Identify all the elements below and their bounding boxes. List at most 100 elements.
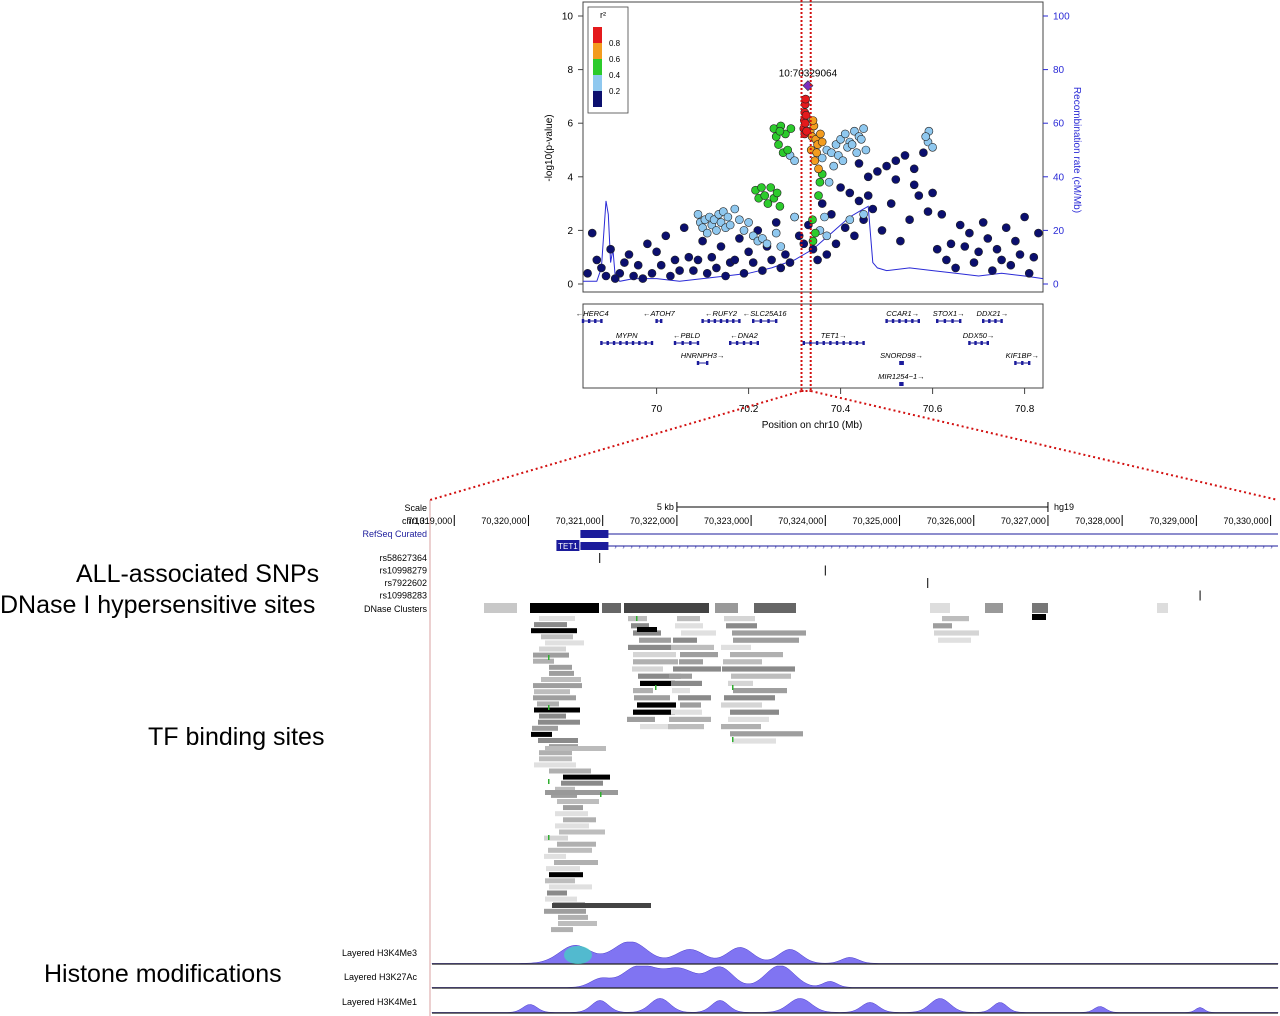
tf-site <box>680 702 701 708</box>
tf-site <box>728 716 769 722</box>
legend-label: 0.4 <box>609 71 621 80</box>
ruler-label: 70,330,000 <box>1224 516 1269 526</box>
strand-arrow: › <box>686 544 689 551</box>
strand-arrow: › <box>1190 544 1193 551</box>
data-point <box>763 199 773 208</box>
data-point <box>633 260 643 270</box>
data-point <box>814 191 823 200</box>
tf-site <box>559 829 605 835</box>
data-point <box>886 199 896 208</box>
tf-site <box>628 644 671 650</box>
snp-track: rs58627364 rs10998279 rs7922602 rs10998283 <box>379 553 1201 601</box>
tf-site <box>549 872 583 878</box>
data-point <box>739 268 749 278</box>
tf-site <box>539 616 575 621</box>
gene-exon <box>625 341 628 345</box>
data-point <box>744 218 753 227</box>
tf-site <box>938 637 971 643</box>
legend-label: 0.2 <box>609 87 621 96</box>
y-tick-label: 2 <box>567 226 573 237</box>
tf-motif-mark <box>548 779 550 784</box>
data-point <box>856 135 866 144</box>
y-right-tick-label: 60 <box>1053 119 1065 130</box>
data-point <box>776 263 786 273</box>
tf-site <box>634 695 670 701</box>
data-point <box>707 252 717 262</box>
tf-site <box>633 688 653 694</box>
gene-exon <box>936 319 939 323</box>
histone-signal <box>431 998 1279 1014</box>
strand-arrow: › <box>990 544 993 551</box>
data-point <box>955 220 965 230</box>
tf-motif-mark <box>548 705 550 710</box>
position-ruler: 70,319,000 70,320,000 70,321,000 70,322,000… <box>407 515 1272 526</box>
gene-label: CCAR1→ <box>886 309 919 318</box>
data-point <box>790 156 799 165</box>
tf-site <box>732 738 776 744</box>
strand-arrow: › <box>678 544 681 551</box>
tf-site <box>558 921 597 926</box>
x-axis-label: Position on chr10 (Mb) <box>762 420 863 431</box>
data-point <box>638 274 648 283</box>
zoom-connector <box>429 0 1279 501</box>
data-point <box>661 231 671 241</box>
gene-label: ←SLC25A16 <box>743 309 788 318</box>
tf-site <box>561 780 603 786</box>
strand-arrow: › <box>718 544 721 551</box>
data-point <box>891 175 901 184</box>
strand-arrow: › <box>1014 544 1017 551</box>
tf-site <box>673 666 721 672</box>
gene-exon <box>738 319 741 323</box>
gene-exon <box>943 319 947 323</box>
tf-site <box>721 702 762 708</box>
strand-arrow: › <box>1262 544 1265 551</box>
data-point <box>859 124 868 133</box>
gene-exon <box>707 319 710 323</box>
refseq-track: TET1 › › › › › › › › › › › › › › › › › › › › › › › › › › › › › › › › › › › ›… <box>556 530 1278 551</box>
strand-arrow: › <box>894 544 897 551</box>
gene-exon <box>713 319 717 323</box>
tf-site <box>724 616 755 622</box>
data-point <box>946 239 956 249</box>
strand-arrow: › <box>1134 544 1137 551</box>
locus-plot: 0 2 4 6 8 10 0 20 40 60 80 100 -log10(p-value) Rec… <box>544 1 1082 431</box>
gene-label: ←ATOH7 <box>643 309 676 318</box>
gene-exon <box>974 341 977 345</box>
data-point <box>840 223 850 232</box>
strand-arrow: › <box>1062 544 1065 551</box>
gene-exon <box>756 341 759 345</box>
data-point <box>824 177 834 187</box>
y-axis-left: 0 2 4 6 8 10 <box>562 12 583 291</box>
legend-swatch <box>593 27 602 43</box>
strand-arrow: › <box>1166 544 1169 551</box>
strand-arrow: › <box>806 544 809 551</box>
data-point <box>829 161 839 171</box>
gene-exon <box>829 341 832 345</box>
data-point <box>689 266 698 275</box>
gene-name-label: TET1 <box>558 542 578 551</box>
data-point <box>735 234 744 243</box>
data-point <box>896 236 905 246</box>
strand-arrow: › <box>918 544 921 551</box>
tf-site <box>539 756 572 762</box>
legend-swatch <box>593 59 602 75</box>
gene-exon <box>1028 361 1031 365</box>
data-point <box>969 258 979 267</box>
data-point <box>712 226 721 235</box>
data-point <box>978 218 988 227</box>
ruler-label: 70,325,000 <box>852 516 897 526</box>
ruler-label: 70,328,000 <box>1075 516 1120 526</box>
tf-site <box>638 673 681 679</box>
gene-label: TET1→ <box>821 331 847 340</box>
data-point <box>814 164 823 174</box>
data-point <box>863 172 873 182</box>
strand-arrow: › <box>862 544 865 551</box>
strand-arrow: › <box>1182 544 1185 551</box>
tf-site <box>673 637 697 643</box>
tf-site <box>728 680 753 686</box>
gene-exon <box>606 341 609 345</box>
tf-site <box>549 884 592 890</box>
strand-arrow: › <box>654 544 657 551</box>
gene-exon <box>644 341 647 345</box>
gene-exon <box>742 341 746 345</box>
